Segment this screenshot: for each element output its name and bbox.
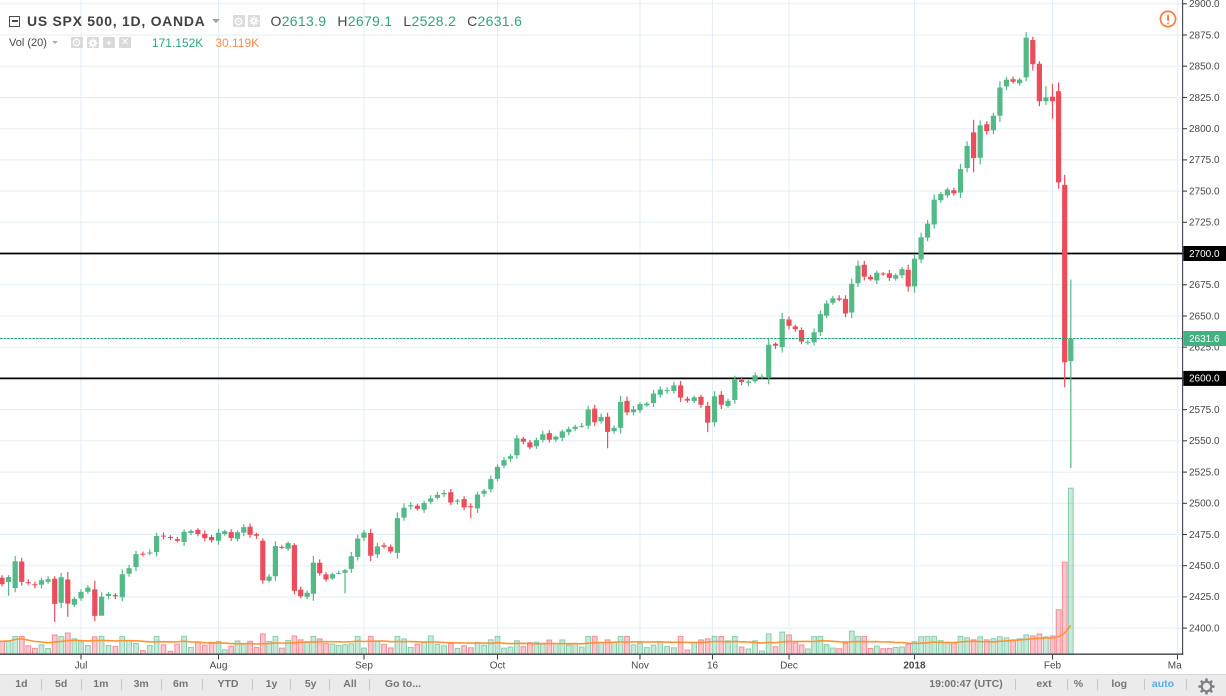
svg-text:2650.0: 2650.0 <box>1189 311 1220 322</box>
svg-text:2575.0: 2575.0 <box>1189 405 1220 416</box>
svg-text:2450.0: 2450.0 <box>1189 561 1220 572</box>
svg-text:2550.0: 2550.0 <box>1189 436 1220 447</box>
svg-text:2775.0: 2775.0 <box>1189 155 1220 166</box>
svg-text:2850.0: 2850.0 <box>1189 62 1220 73</box>
svg-text:Oct: Oct <box>490 661 506 672</box>
svg-text:2018: 2018 <box>903 661 926 672</box>
svg-text:Aug: Aug <box>210 661 228 672</box>
svg-text:Ma: Ma <box>1168 661 1182 672</box>
svg-text:Dec: Dec <box>780 661 798 672</box>
svg-text:2750.0: 2750.0 <box>1189 186 1220 197</box>
svg-text:2525.0: 2525.0 <box>1189 467 1220 478</box>
svg-text:2875.0: 2875.0 <box>1189 30 1220 41</box>
svg-text:2725.0: 2725.0 <box>1189 218 1220 229</box>
svg-text:16: 16 <box>707 661 719 672</box>
svg-text:2400.0: 2400.0 <box>1189 623 1220 634</box>
svg-text:Sep: Sep <box>355 661 373 672</box>
svg-text:2631.6: 2631.6 <box>1189 334 1220 345</box>
svg-text:2600.0: 2600.0 <box>1189 374 1220 385</box>
svg-text:2675.0: 2675.0 <box>1189 280 1220 291</box>
svg-text:2625.0: 2625.0 <box>1189 343 1220 354</box>
svg-text:Feb: Feb <box>1044 661 1062 672</box>
svg-text:2500.0: 2500.0 <box>1189 499 1220 510</box>
svg-text:2700.0: 2700.0 <box>1189 249 1220 260</box>
svg-text:Jul: Jul <box>75 661 88 672</box>
svg-text:2425.0: 2425.0 <box>1189 592 1220 603</box>
svg-text:2800.0: 2800.0 <box>1189 124 1220 135</box>
svg-text:2475.0: 2475.0 <box>1189 530 1220 541</box>
svg-text:Nov: Nov <box>631 661 649 672</box>
svg-text:2900.0: 2900.0 <box>1189 0 1220 10</box>
svg-text:2825.0: 2825.0 <box>1189 93 1220 104</box>
